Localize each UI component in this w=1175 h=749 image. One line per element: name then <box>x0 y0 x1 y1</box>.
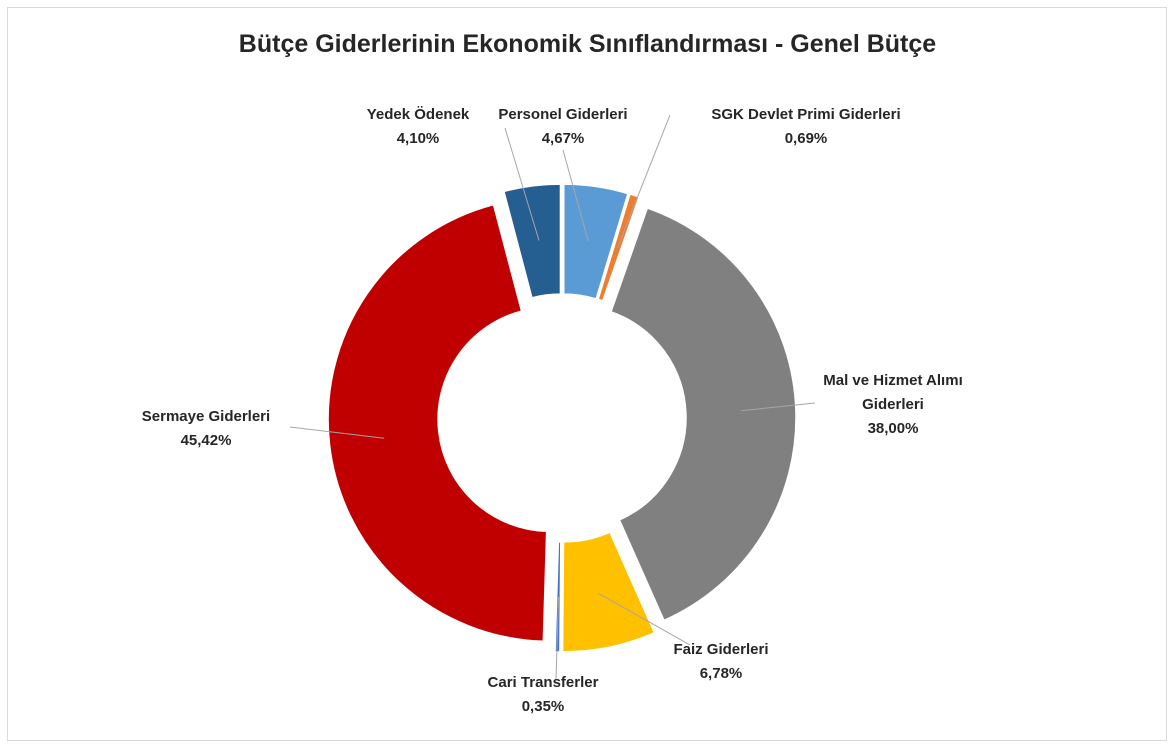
leader-line <box>555 596 560 681</box>
category-label: Sermaye Giderleri <box>141 408 271 425</box>
value-label: 45,42% <box>180 432 232 449</box>
data-label: Personel Giderleri 4,67% <box>463 103 663 151</box>
data-label: Cari Transferler 0,35% <box>443 671 643 719</box>
donut-slice <box>561 531 656 653</box>
donut-slice <box>610 207 797 622</box>
category-label: Cari Transferler <box>487 674 599 691</box>
value-label: 0,35% <box>521 698 565 715</box>
leader-line <box>289 426 385 439</box>
value-label: 38,00% <box>867 420 919 437</box>
data-label: SGK Devlet Primi Giderleri 0,69% <box>676 103 936 151</box>
donut-slice <box>597 193 641 302</box>
leader-line <box>562 149 589 242</box>
leader-line <box>598 592 691 646</box>
value-label: 4,67% <box>541 130 585 147</box>
donut-slice <box>554 541 562 653</box>
donut-slice <box>502 183 562 299</box>
data-label: Faiz Giderleri 6,78% <box>621 638 821 686</box>
category-label: Faiz Giderleri <box>673 641 769 658</box>
leader-line <box>504 127 540 241</box>
category-label: Personel Giderleri <box>498 106 628 123</box>
value-label: 6,78% <box>699 665 743 682</box>
value-label: 4,10% <box>396 130 440 147</box>
value-label: 0,69% <box>784 130 828 147</box>
leader-line <box>617 114 671 248</box>
donut-slice <box>327 203 548 643</box>
category-label: SGK Devlet Primi Giderleri <box>711 106 901 123</box>
leader-line <box>740 402 816 412</box>
chart-title: Bütçe Giderlerinin Ekonomik Sınıflandırm… <box>238 30 937 58</box>
chart-frame <box>7 7 1167 741</box>
data-label: Sermaye Giderleri 45,42% <box>106 405 306 453</box>
category-label: Mal ve Hizmet Alımı Giderleri <box>823 372 963 413</box>
donut-slice <box>563 183 629 300</box>
data-label: Mal ve Hizmet Alımı Giderleri 38,00% <box>813 369 973 441</box>
category-label: Yedek Ödenek <box>366 106 470 123</box>
data-label: Yedek Ödenek 4,10% <box>318 103 518 151</box>
